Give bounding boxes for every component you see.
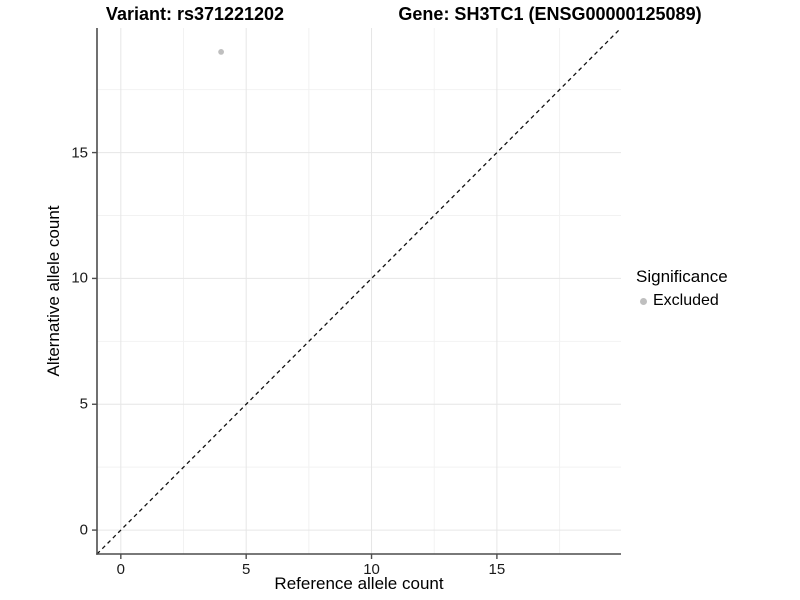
grid-major: [97, 28, 621, 554]
x-tick-label: 5: [242, 561, 251, 578]
legend-item-label: Excluded: [653, 292, 719, 309]
y-tick-label: 5: [79, 395, 88, 413]
axis-lines: [96, 28, 621, 555]
chart-title-gene: Gene: SH3TC1 (ENSG00000125089): [398, 4, 702, 24]
data-points: [218, 49, 225, 55]
identity-reference-line: [96, 27, 622, 555]
legend-item-excluded: Excluded: [636, 292, 728, 310]
y-axis-title: Alternative allele count: [44, 205, 63, 377]
y-tick-label: 0: [79, 521, 88, 539]
y-tick-label: 15: [71, 144, 88, 162]
y-tick-label: 10: [71, 269, 88, 287]
chart-title-variant: Variant: rs371221202: [105, 4, 285, 24]
legend-key-dot-icon: [640, 297, 647, 305]
reference-line-dashed: [96, 27, 622, 555]
tick-marks: [92, 151, 498, 559]
legend-title: Significance: [636, 267, 728, 286]
x-tick-label: 0: [116, 561, 125, 578]
x-axis-title: Reference allele count: [274, 574, 444, 593]
legend: Significance Excluded: [636, 267, 728, 310]
data-point: [218, 49, 225, 55]
x-tick-label: 10: [363, 561, 380, 578]
x-tick-label: 15: [488, 561, 506, 578]
